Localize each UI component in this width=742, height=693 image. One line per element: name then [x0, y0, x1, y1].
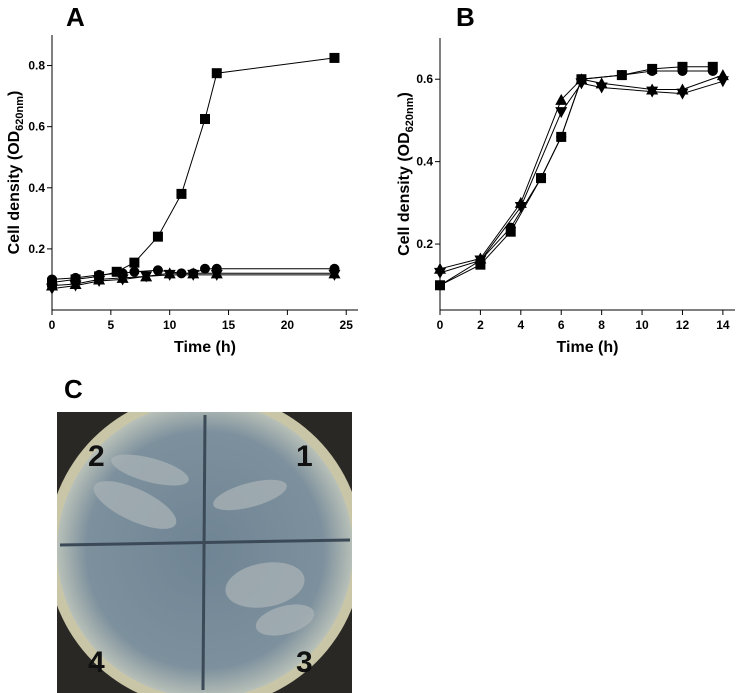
marker — [646, 86, 659, 98]
marker — [677, 65, 688, 76]
marker — [211, 68, 222, 79]
marker — [176, 188, 187, 199]
y-tick-label: 0.8 — [28, 59, 45, 73]
marker — [140, 271, 153, 283]
y-axis-label: Cell density (OD620nm) — [6, 91, 26, 255]
marker — [93, 275, 106, 287]
marker — [536, 173, 547, 184]
series-line — [439, 70, 713, 286]
x-tick-label: 4 — [517, 318, 524, 332]
x-tick-label: 8 — [598, 318, 605, 332]
section-label: 4 — [88, 646, 105, 679]
x-tick-label: 10 — [635, 318, 649, 332]
x-tick-label: 6 — [558, 318, 565, 332]
marker — [676, 88, 689, 100]
y-axis-label-part: Cell density (OD — [6, 131, 23, 255]
marker — [116, 274, 129, 286]
plate-photo — [57, 412, 352, 693]
y-axis-label-part: Cell density (OD — [396, 132, 413, 256]
series-line — [439, 80, 724, 274]
marker — [716, 76, 729, 88]
x-axis-label: Time (h) — [557, 339, 619, 356]
marker — [129, 266, 140, 277]
marker — [200, 263, 210, 274]
marker — [556, 131, 567, 142]
y-tick-label: 0.6 — [28, 120, 45, 134]
panel-label: A — [66, 2, 85, 32]
x-tick-label: 15 — [222, 318, 236, 332]
x-tick-label: 10 — [163, 318, 177, 332]
y-tick-label: 0.2 — [28, 242, 45, 256]
marker — [595, 82, 608, 94]
series-line — [439, 74, 724, 270]
marker — [328, 269, 341, 281]
y-axis-label: Cell density (OD620nm) — [396, 92, 416, 256]
series-line — [51, 57, 335, 283]
marker — [575, 78, 588, 90]
x-tick-label: 25 — [340, 318, 354, 332]
y-tick-label: 0.4 — [416, 155, 433, 169]
section-label: 1 — [296, 440, 313, 473]
y-axis-label-part: ) — [396, 92, 413, 97]
marker — [514, 201, 527, 213]
marker — [152, 265, 163, 276]
y-tick-label: 0.6 — [416, 72, 433, 86]
x-tick-label: 14 — [716, 318, 730, 332]
panel-label: C — [64, 374, 83, 404]
x-axis-label: Time (h) — [174, 339, 236, 356]
section-label: 3 — [296, 646, 313, 679]
marker — [555, 93, 568, 105]
x-tick-label: 20 — [281, 318, 295, 332]
section-label: 2 — [88, 440, 105, 473]
marker — [707, 65, 718, 76]
x-tick-label: 12 — [676, 318, 690, 332]
marker — [505, 222, 516, 233]
marker — [70, 272, 81, 283]
marker — [474, 255, 487, 267]
x-tick-label: 5 — [108, 318, 115, 332]
series-line — [439, 66, 713, 286]
y-tick-label: 0.2 — [416, 237, 433, 251]
y-axis-label-part: 620nm — [14, 96, 26, 131]
y-axis-label-part: ) — [6, 91, 23, 96]
x-tick-label: 0 — [49, 318, 56, 332]
y-tick-label: 0.4 — [28, 181, 45, 195]
marker — [129, 257, 140, 268]
x-tick-label: 2 — [477, 318, 484, 332]
marker — [434, 267, 446, 279]
x-tick-label: 0 — [437, 318, 444, 332]
y-axis-label-part: 620nm — [404, 97, 416, 132]
panel-label: B — [456, 2, 475, 32]
marker — [46, 283, 58, 295]
marker — [200, 114, 210, 125]
marker — [69, 280, 82, 292]
marker — [210, 269, 223, 281]
marker — [47, 274, 57, 285]
marker — [152, 231, 163, 242]
marker — [163, 269, 176, 281]
marker — [187, 269, 200, 281]
marker — [647, 65, 658, 76]
marker — [111, 266, 122, 277]
marker — [616, 70, 627, 81]
marker — [555, 107, 568, 119]
marker — [435, 280, 445, 291]
marker — [329, 52, 340, 63]
